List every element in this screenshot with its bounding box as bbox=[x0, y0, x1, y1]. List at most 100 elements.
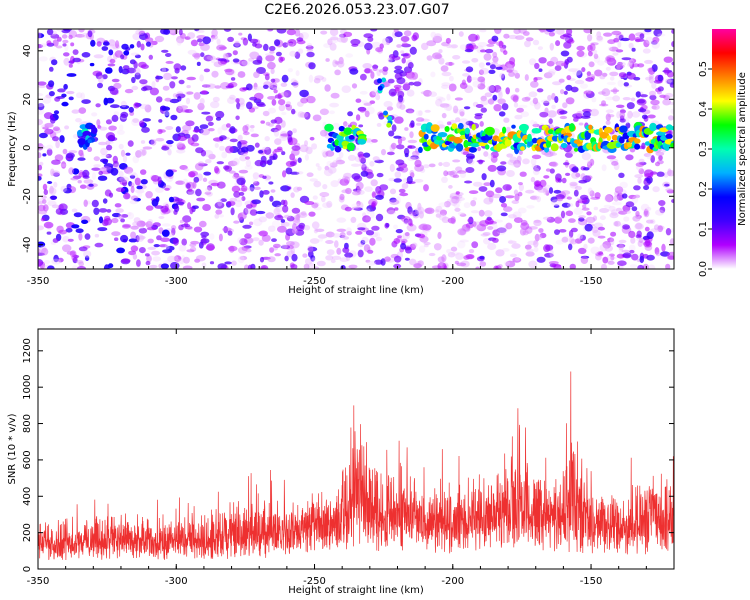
spectrogram-speckle bbox=[582, 204, 587, 209]
spectrogram-speckle bbox=[496, 165, 507, 172]
spectrogram-speckle bbox=[649, 94, 657, 101]
spectrogram-speckle bbox=[432, 52, 442, 60]
spectrogram-speckle bbox=[296, 186, 303, 191]
signal-band-blob bbox=[634, 143, 641, 150]
spectrogram-speckle bbox=[52, 39, 59, 47]
spectrogram-speckle bbox=[446, 198, 456, 203]
spectrogram-speckle bbox=[493, 104, 502, 112]
spectrogram-speckle bbox=[408, 211, 417, 216]
spectrogram-speckle bbox=[608, 205, 616, 212]
spectrogram-speckle bbox=[210, 57, 216, 64]
spectrogram-speckle bbox=[61, 161, 67, 169]
spectrogram-speckle bbox=[450, 251, 460, 256]
spectrogram-speckle bbox=[303, 263, 310, 269]
spectrogram-speckle bbox=[426, 40, 437, 47]
spectrogram-speckle bbox=[193, 53, 200, 60]
spectrogram-speckle bbox=[563, 162, 570, 166]
spectrogram-speckle bbox=[668, 115, 674, 121]
spectrogram-speckle bbox=[140, 140, 146, 144]
spectrogram-speckle bbox=[653, 29, 663, 37]
spectrogram-speckle bbox=[273, 243, 281, 248]
spectrogram-speckle bbox=[639, 94, 648, 98]
spectrogram-speckle bbox=[118, 171, 124, 178]
spectrogram-speckle bbox=[526, 205, 535, 209]
spectrogram-speckle bbox=[62, 235, 70, 243]
spectrogram-speckle bbox=[160, 67, 169, 72]
spectrogram-speckle bbox=[513, 189, 519, 196]
spectrogram-speckle bbox=[599, 75, 606, 80]
spectrogram-speckle bbox=[394, 207, 399, 211]
spectrogram-speckle bbox=[236, 177, 246, 186]
spectrogram-speckle bbox=[212, 96, 220, 103]
spectrogram-speckle bbox=[593, 53, 599, 60]
spectrogram-speckle bbox=[271, 220, 281, 228]
spectrogram-speckle bbox=[663, 67, 670, 75]
spectrogram-speckle bbox=[643, 185, 650, 191]
spectrogram-speckle bbox=[229, 94, 236, 100]
spectrogram-speckle bbox=[395, 229, 403, 234]
spectrogram-speckle bbox=[369, 237, 376, 246]
spectrogram-speckle bbox=[394, 171, 402, 179]
spectrogram-speckle bbox=[360, 239, 366, 245]
spectrogram-speckle bbox=[254, 142, 260, 148]
spectrogram-speckle bbox=[249, 38, 259, 44]
spectrogram-speckle bbox=[269, 247, 275, 253]
spectrogram-speckle bbox=[237, 71, 246, 78]
spectrogram-speckle bbox=[470, 210, 480, 214]
spectrogram-speckle bbox=[614, 186, 624, 194]
spectrogram-speckle bbox=[308, 211, 316, 217]
spectrogram-speckle bbox=[48, 91, 55, 97]
spectrogram-speckle bbox=[176, 38, 182, 46]
spectrogram-speckle bbox=[97, 125, 102, 129]
spectrogram-speckle bbox=[185, 97, 191, 105]
spectrogram-speckle bbox=[190, 39, 198, 47]
spectrogram-speckle bbox=[607, 114, 615, 118]
spectrogram-speckle bbox=[453, 202, 460, 208]
spectrogram-speckle bbox=[38, 225, 44, 231]
spectrogram-speckle bbox=[415, 207, 422, 215]
spectrogram-speckle bbox=[619, 109, 627, 114]
spectrogram-speckle bbox=[642, 263, 650, 269]
spectrogram-speckle bbox=[423, 241, 431, 246]
spectrogram-speckle bbox=[242, 37, 249, 46]
spectrogram-speckle bbox=[595, 34, 601, 38]
spectrogram-speckle bbox=[43, 221, 54, 229]
spectrogram-speckle bbox=[321, 195, 326, 203]
spectrogram-speckle bbox=[617, 260, 627, 267]
spectrogram-speckle bbox=[196, 197, 206, 202]
spectrogram-speckle bbox=[445, 103, 452, 112]
spectrogram-speckle bbox=[116, 176, 125, 183]
spectrogram-speckle bbox=[522, 158, 530, 165]
spectrogram-speckle bbox=[548, 118, 553, 125]
spectrogram-speckle bbox=[452, 174, 460, 179]
spectrogram-speckle bbox=[454, 97, 463, 101]
spectrogram-speckle bbox=[553, 264, 562, 269]
spectrogram-speckle bbox=[189, 206, 194, 215]
spectrogram-speckle bbox=[343, 172, 353, 179]
spectrogram-speckle bbox=[325, 240, 334, 244]
spectrogram-speckle bbox=[138, 227, 148, 234]
spectrogram-speckle bbox=[225, 145, 234, 154]
spectrogram-speckle bbox=[537, 187, 547, 193]
spectrogram-speckle bbox=[379, 184, 389, 191]
spectrogram-speckle bbox=[315, 163, 320, 167]
spectrogram-speckle bbox=[41, 124, 49, 129]
spectrogram-speckle bbox=[91, 112, 98, 117]
spectrogram-speckle bbox=[347, 124, 353, 128]
spectrogram-speckle bbox=[133, 197, 141, 202]
signal-band-blob bbox=[615, 142, 621, 148]
spectrogram-speckle bbox=[659, 206, 666, 214]
spectrogram-speckle bbox=[237, 134, 243, 142]
spectrogram-speckle bbox=[148, 139, 155, 145]
spectrogram-speckle bbox=[457, 240, 466, 249]
spectrogram-speckle bbox=[528, 226, 538, 230]
spectrogram-speckle bbox=[287, 134, 293, 143]
signal-band-blob bbox=[544, 146, 550, 153]
spectrogram-speckle bbox=[581, 152, 591, 161]
spectrogram-speckle bbox=[509, 57, 516, 65]
spectrogram-speckle bbox=[130, 185, 135, 194]
spectrogram-speckle bbox=[616, 64, 621, 71]
spectrogram-speckle bbox=[637, 240, 643, 247]
spectrogram-speckle bbox=[290, 192, 295, 198]
spectrogram-speckle bbox=[306, 95, 316, 104]
